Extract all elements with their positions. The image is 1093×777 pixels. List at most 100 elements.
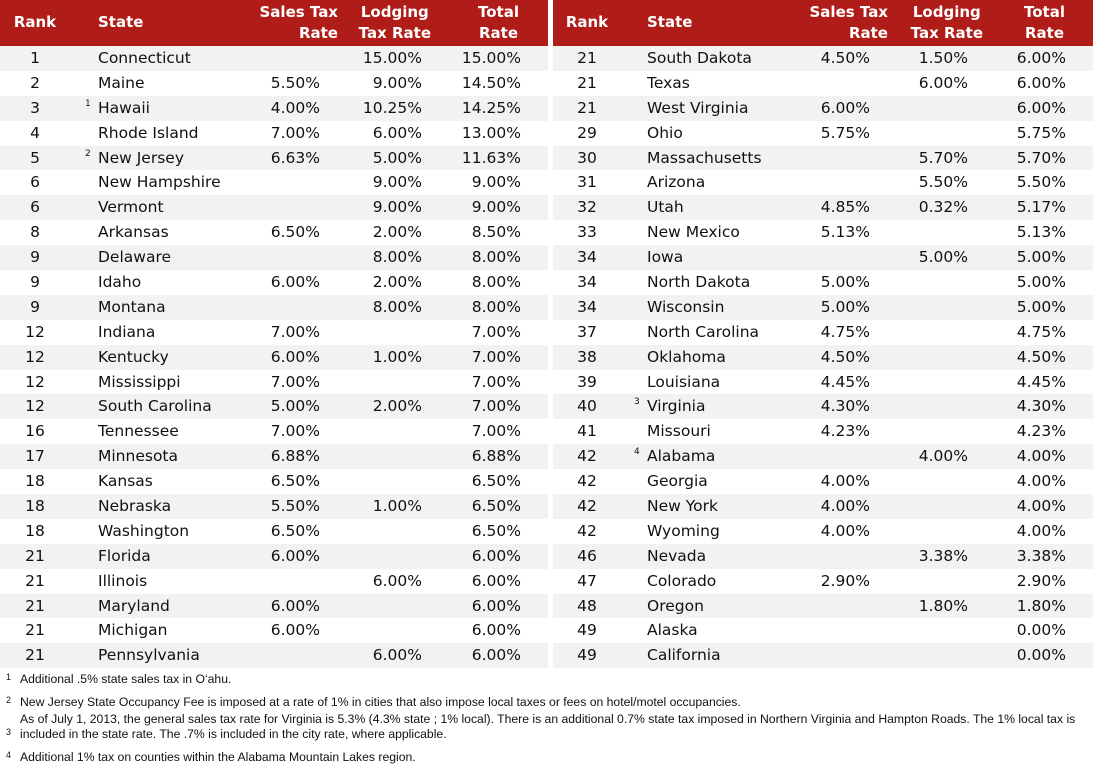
total-rate-cell: 4.00% [1016, 521, 1066, 540]
state-cell: Colorado [647, 569, 716, 594]
table-row: 47 Colorado 2.90% 2.90% [553, 568, 1093, 594]
sales-tax-cell: 4.75% [820, 322, 870, 341]
lodging-tax-cell: 1.00% [372, 347, 422, 366]
rank-cell: 4 [30, 123, 40, 142]
state-cell: New Hampshire [98, 170, 221, 195]
sales-tax-cell: 4.00% [270, 98, 320, 117]
state-name: Michigan [98, 621, 168, 640]
total-rate-cell: 6.00% [1016, 73, 1066, 92]
state-name: Minnesota [98, 447, 178, 466]
sales-tax-cell: 4.50% [820, 49, 870, 67]
table-row: 9 Montana 8.00% 8.00% [0, 294, 548, 320]
state-cell: Florida [98, 544, 151, 569]
table-row: 21 Maryland 6.00% 6.00% [0, 593, 548, 619]
state-cell: Maryland [98, 594, 170, 619]
rank-cell: 21 [577, 98, 597, 117]
state-cell: Massachusetts [647, 146, 762, 171]
header-total: Total Rate [478, 2, 519, 44]
total-rate-cell: 4.75% [1016, 322, 1066, 341]
lodging-tax-cell: 5.70% [918, 148, 968, 167]
state-name: Missouri [647, 422, 711, 441]
table-row: 21 West Virginia 6.00% 6.00% [553, 95, 1093, 121]
total-rate-cell: 6.00% [471, 596, 521, 615]
header-state: State [98, 13, 144, 31]
state-cell: Illinois [98, 569, 147, 594]
total-rate-cell: 7.00% [471, 372, 521, 391]
footnote-number: 2 [6, 695, 12, 705]
lodging-tax-cell: 3.38% [918, 546, 968, 565]
table-row: 42 Georgia 4.00% 4.00% [553, 469, 1093, 495]
state-name: Indiana [98, 322, 156, 341]
rank-cell: 21 [577, 73, 597, 92]
rank-cell: 12 [25, 372, 45, 391]
rank-cell: 34 [577, 273, 597, 292]
rank-cell: 3 [30, 98, 40, 117]
footnote: 4 Additional 1% tax on counties within th… [6, 750, 1091, 765]
state-name: Maine [98, 73, 145, 92]
lodging-tax-cell: 1.80% [918, 596, 968, 615]
state-name: Virginia [647, 397, 706, 416]
total-rate-cell: 5.00% [1016, 297, 1066, 316]
sales-tax-cell: 6.00% [820, 98, 870, 117]
header-text: Rate [478, 24, 519, 42]
total-rate-cell: 0.00% [1016, 646, 1066, 665]
state-name: Tennessee [98, 422, 179, 441]
rank-cell: 29 [577, 123, 597, 142]
state-cell: Wyoming [647, 519, 720, 544]
state-name: Texas [647, 73, 690, 92]
table-row: 34 Wisconsin 5.00% 5.00% [553, 294, 1093, 320]
state-cell: Arizona [647, 170, 705, 195]
state-name: North Dakota [647, 273, 751, 292]
table-row: 18 Washington 6.50% 6.50% [0, 518, 548, 544]
lodging-tax-cell: 2.00% [372, 273, 422, 292]
total-rate-cell: 1.80% [1016, 596, 1066, 615]
state-cell: Missouri [647, 419, 711, 444]
header-text: Total [1024, 3, 1065, 21]
state-cell: California [647, 643, 721, 668]
table-row: 46 Nevada 3.38% 3.38% [553, 543, 1093, 569]
state-name: Arizona [647, 173, 706, 192]
table-row: 12 Indiana 7.00% 7.00% [0, 319, 548, 345]
total-rate-cell: 5.00% [1016, 248, 1066, 267]
lodging-tax-cell: 15.00% [362, 49, 422, 67]
state-name: Arkansas [98, 223, 169, 242]
rank-cell: 40 [577, 397, 597, 416]
lodging-tax-cell: 6.00% [372, 123, 422, 142]
total-rate-cell: 14.25% [461, 98, 521, 117]
sales-tax-cell: 4.00% [820, 497, 870, 516]
table-row: 4 Rhode Island 7.00% 6.00% 13.00% [0, 120, 548, 146]
table-row: 12 South Carolina 5.00% 2.00% 7.00% [0, 394, 548, 420]
rank-cell: 38 [577, 347, 597, 366]
rank-cell: 49 [577, 621, 597, 640]
table-row: 49 Alaska 0.00% [553, 618, 1093, 644]
header-text: Tax Rate [358, 24, 431, 42]
state-cell: Wisconsin [647, 295, 724, 320]
state-cell: Minnesota [98, 444, 178, 469]
state-name: Montana [98, 297, 166, 316]
footnote-number: 1 [6, 672, 12, 682]
state-name: South Dakota [647, 49, 752, 67]
total-rate-cell: 11.63% [461, 148, 521, 167]
state-name: Idaho [98, 273, 142, 292]
table-row: 41 Missouri 4.23% 4.23% [553, 419, 1093, 445]
sales-tax-cell: 2.90% [820, 571, 870, 590]
footnote-marker: 3 [634, 397, 640, 408]
lodging-tax-cell: 1.00% [372, 497, 422, 516]
state-cell: South Carolina [98, 394, 212, 419]
table-row: 18 Kansas 6.50% 6.50% [0, 469, 548, 495]
table-row: 21 Illinois 6.00% 6.00% [0, 568, 548, 594]
rank-cell: 39 [577, 372, 597, 391]
state-name: Louisiana [647, 372, 721, 391]
state-cell: Oklahoma [647, 345, 726, 370]
state-cell: Kentucky [98, 345, 169, 370]
state-cell: Georgia [647, 469, 708, 494]
total-rate-cell: 5.13% [1016, 223, 1066, 242]
state-cell: 3 Virginia [634, 394, 706, 419]
rank-cell: 21 [25, 546, 45, 565]
sales-tax-cell: 4.00% [820, 472, 870, 491]
state-cell: Pennsylvania [98, 643, 200, 668]
state-cell: Mississippi [98, 370, 181, 395]
state-cell: Texas [647, 71, 690, 96]
table-row: 1 Connecticut 15.00% 15.00% [0, 46, 548, 71]
state-name: Alabama [647, 447, 716, 466]
